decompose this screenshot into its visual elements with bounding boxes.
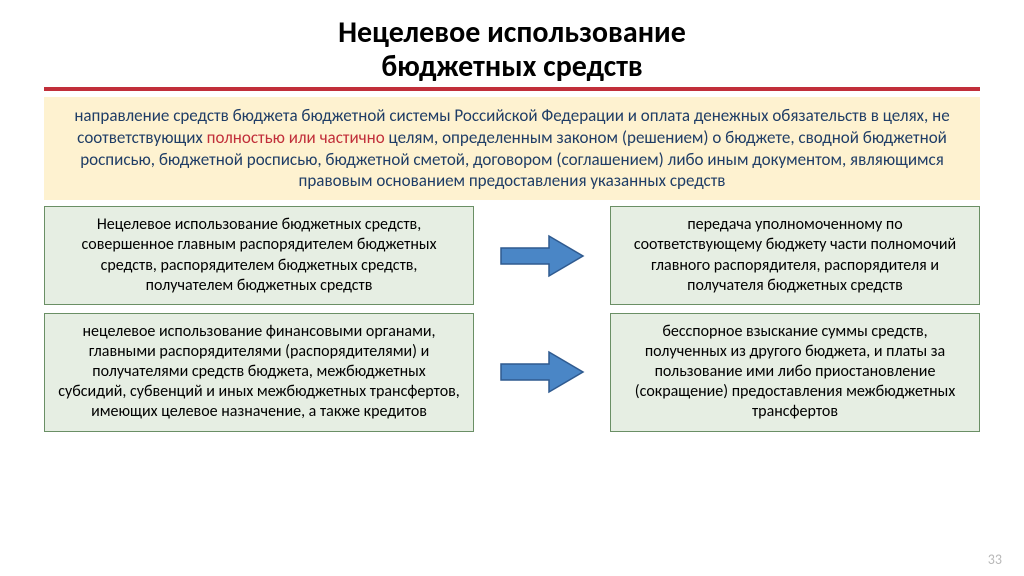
title-line-2: бюджетных средств	[381, 48, 643, 85]
row-1: Нецелевое использование бюджетных средст…	[44, 206, 980, 305]
slide: Нецелевое использование бюджетных средст…	[0, 0, 1024, 576]
page-number: 33	[988, 551, 1002, 568]
definition-box: направление средств бюджета бюджетной си…	[44, 97, 980, 200]
cell-left-1: Нецелевое использование бюджетных средст…	[44, 206, 474, 305]
arrow-wrap-2	[474, 313, 610, 432]
slide-title: Нецелевое использование бюджетных средст…	[44, 16, 980, 91]
arrow-right-icon	[499, 350, 585, 394]
arrow-right-icon	[499, 234, 585, 278]
title-line-1: Нецелевое использование	[338, 14, 686, 51]
cell-left-2: нецелевое использование финансовыми орга…	[44, 313, 474, 432]
cell-right-1: передача уполномоченному по соответствую…	[610, 206, 980, 305]
arrow-wrap-1	[474, 206, 610, 305]
cell-right-2: бесспорное взыскание суммы средств, полу…	[610, 313, 980, 432]
title-underline	[44, 87, 980, 91]
rows-container: Нецелевое использование бюджетных средст…	[44, 206, 980, 431]
definition-highlight: полностью или частично	[207, 127, 385, 148]
row-2: нецелевое использование финансовыми орга…	[44, 313, 980, 432]
